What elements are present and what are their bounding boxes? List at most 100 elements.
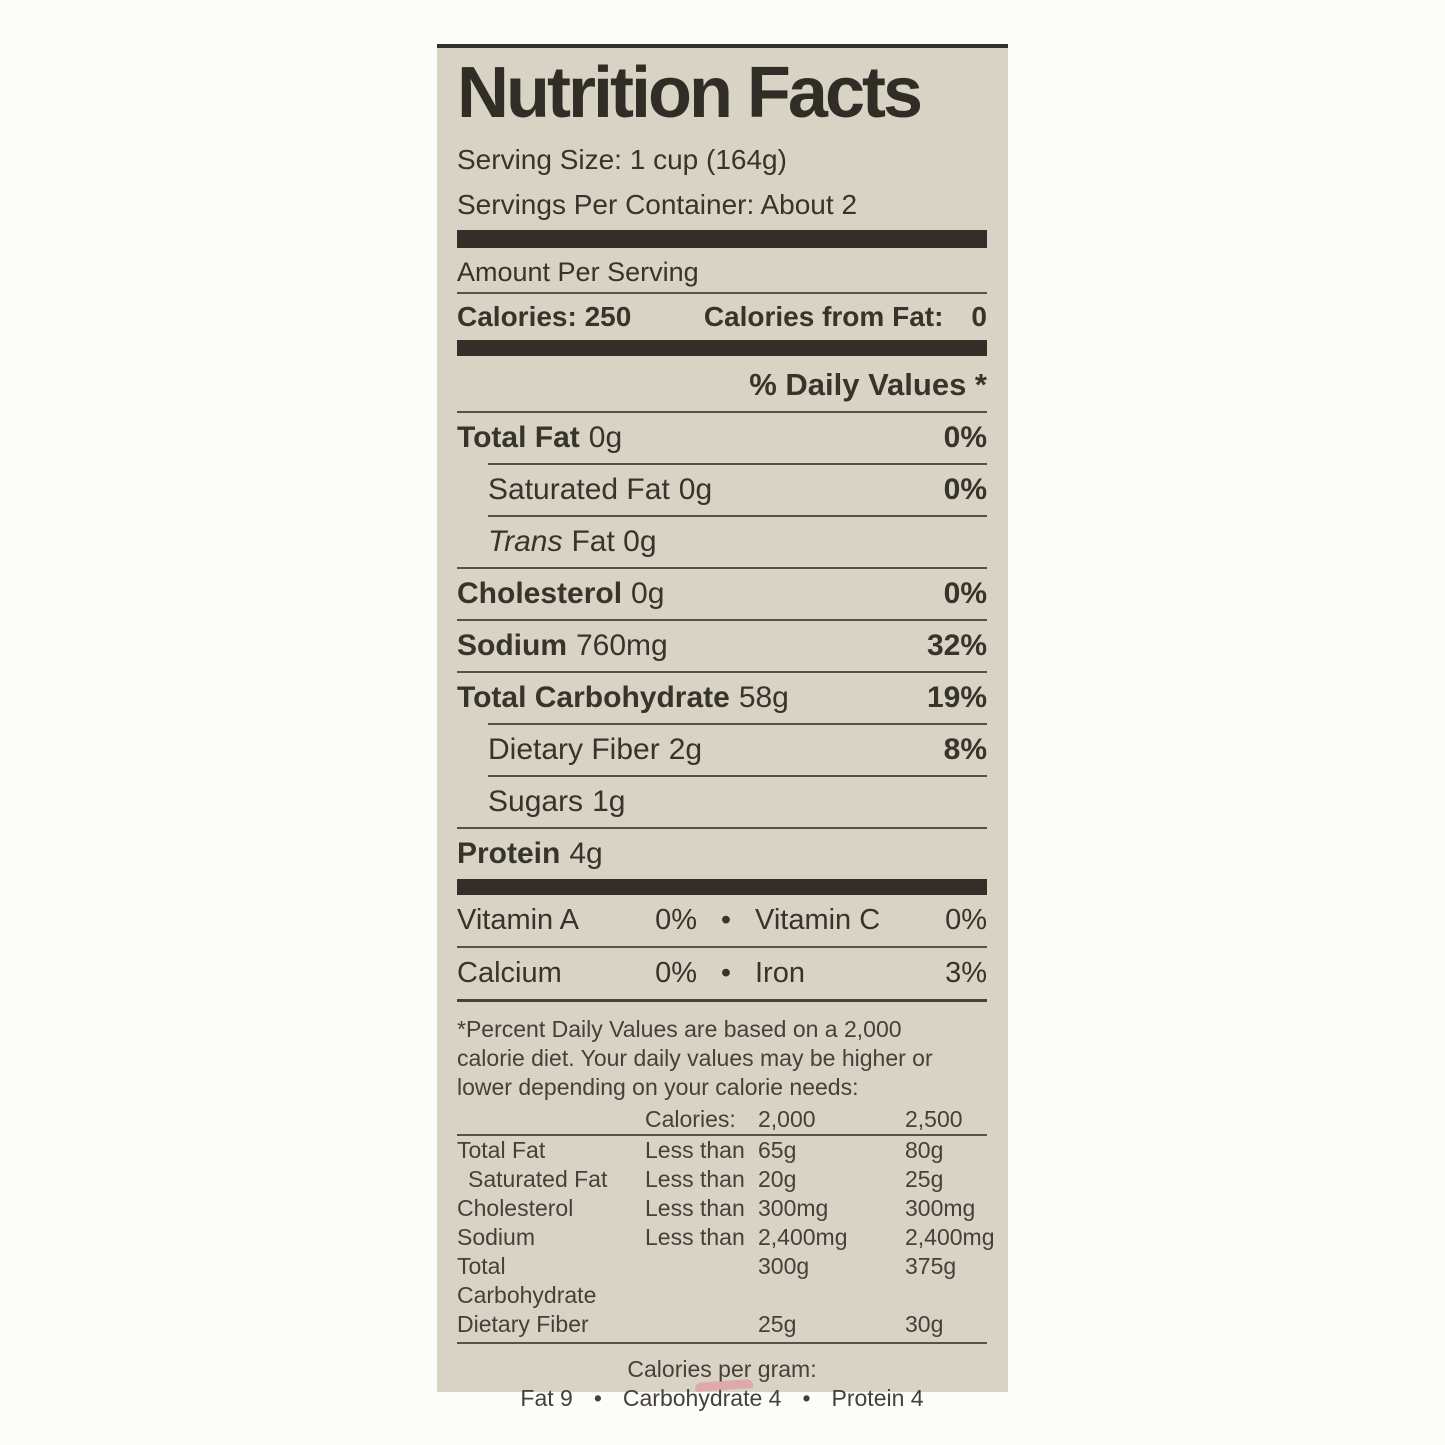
dv-row-value-2500: 80g [905, 1137, 944, 1163]
nutrient-name: Saturated Fat [488, 473, 670, 506]
dv-table-row-sodium: Sodium Less than 2,400mg 2,400mg [457, 1223, 995, 1252]
nutrient-row-sugars: Sugars 1g [488, 775, 987, 827]
calories-from-fat: Calories from Fat: 0 [704, 303, 987, 331]
footnote-line: *Percent Daily Values are based on a 2,0… [457, 1016, 902, 1042]
nutrient-amount: 4g [569, 837, 603, 870]
calories-from-fat-value: 0 [971, 301, 987, 332]
dv-table-header: Calories: 2,000 2,500 [457, 1105, 987, 1136]
dv-table-row-dietary-fiber: Dietary Fiber 25g 30g [457, 1310, 987, 1339]
calories-text: Calories: [457, 301, 577, 332]
dv-table-header-calories: Calories: [645, 1106, 736, 1132]
nutrient-name: Sodium [457, 629, 567, 662]
nutrient-amount: Fat 0g [571, 525, 657, 558]
dv-row-qualifier [645, 1310, 758, 1339]
dv-row-name: Total Carbohydrate [457, 1253, 597, 1308]
dv-row-value-2500: 25g [905, 1166, 944, 1192]
calories-per-gram-values: Fat 9 • Carbohydrate 4 • Protein 4 [457, 1384, 987, 1413]
serving-size: Serving Size: 1 cup (164g) [457, 144, 787, 175]
nutrient-name: Trans [488, 525, 563, 558]
nutrient-row-total-fat: Total Fat 0g 0% [457, 413, 987, 463]
footnote-line: calorie diet. Your daily values may be h… [457, 1045, 933, 1071]
dv-row-value-2000: 300mg [758, 1195, 829, 1221]
nutrient-amount: 58g [738, 681, 789, 714]
bullet-separator: • [720, 904, 732, 936]
dv-row-value-2000: 2,400mg [758, 1224, 848, 1250]
nutrient-dv: 32% [926, 629, 987, 662]
nutrient-amount: 760mg [576, 629, 668, 662]
vitamin-row-a-c: Vitamin A 0% • Vitamin C 0% [457, 895, 987, 948]
nutrient-row-trans-fat: Trans Fat 0g [488, 515, 987, 567]
vitamin-row-calcium-iron: Calcium 0% • Iron 3% [457, 948, 987, 1002]
dv-table-row-cholesterol: Cholesterol Less than 300mg 300mg [457, 1194, 987, 1223]
nutrient-row-saturated-fat: Saturated Fat 0g 0% [488, 463, 987, 515]
vitamin-name: Vitamin A [457, 904, 579, 936]
nutrient-name-amount: Trans Fat 0g [488, 527, 657, 557]
dv-table-header-blank [457, 1105, 645, 1134]
nutrient-name: Total Fat [457, 421, 580, 454]
nutrient-name: Total Carbohydrate [457, 681, 730, 714]
vitamin-value: 0% [655, 957, 697, 989]
calories-row: Calories: 250 Calories from Fat: 0 [457, 303, 987, 331]
cpg-protein: Protein 4 [831, 1385, 924, 1411]
thick-divider [457, 340, 987, 356]
nutrient-name-amount: Dietary Fiber 2g [488, 735, 702, 765]
nutrient-row-dietary-fiber: Dietary Fiber 2g 8% [488, 723, 987, 775]
nutrient-dv: 0% [943, 421, 987, 454]
nutrient-amount: 2g [668, 733, 703, 766]
vitamin-value: 0% [945, 904, 987, 936]
dv-row-name: Saturated Fat [468, 1166, 608, 1192]
dv-row-name: Total Fat [457, 1137, 546, 1163]
calories-per-gram: Calories per gram: Fat 9 • Carbohydrate 4 •… [457, 1355, 987, 1413]
dv-row-name: Sodium [457, 1224, 535, 1250]
vitamin-name: Calcium [457, 957, 562, 989]
nutrient-dv: 8% [943, 733, 987, 766]
nutrition-facts-label: Nutrition Facts Serving Size: 1 cup (164… [437, 44, 1008, 1411]
dv-row-name: Cholesterol [457, 1195, 574, 1221]
dv-row-value-2000: 65g [758, 1137, 797, 1163]
dv-row-name: Dietary Fiber [457, 1311, 589, 1337]
nutrient-row-protein: Protein 4g [457, 827, 987, 879]
daily-values-header: % Daily Values * [457, 356, 987, 413]
nutrient-row-sodium: Sodium 760mg 32% [457, 619, 987, 671]
nutrient-amount: 1g [592, 785, 626, 818]
dv-row-value-2500: 30g [905, 1311, 944, 1337]
calories-value: 250 [584, 301, 632, 332]
nutrient-name: Cholesterol [457, 577, 623, 610]
amount-per-serving: Amount Per Serving [457, 259, 987, 294]
nutrient-dv: 0% [943, 473, 987, 506]
nutrient-dv: 0% [943, 577, 987, 610]
dv-table-row-total-carbohydrate: Total Carbohydrate 300g 375g [457, 1252, 987, 1310]
daily-values-table: Calories: 2,000 2,500 Total Fat Less tha… [457, 1105, 995, 1344]
label-title: Nutrition Facts [457, 53, 923, 133]
dv-row-qualifier: Less than [645, 1224, 745, 1250]
dv-table-header-2000: 2,000 [758, 1106, 816, 1132]
vitamin-name: Iron [755, 957, 805, 989]
calories-from-fat-label: Calories from Fat: [703, 301, 944, 332]
thick-divider [457, 879, 987, 895]
dv-table-row-saturated-fat: Saturated Fat Less than 20g 25g [457, 1165, 987, 1194]
vitamin-value: 0% [655, 904, 697, 936]
calories-per-gram-title: Calories per gram: [627, 1356, 817, 1382]
nutrient-name-amount: Protein 4g [457, 839, 603, 869]
dv-row-qualifier: Less than [645, 1137, 745, 1163]
calories-label: Calories: 250 [457, 303, 631, 331]
nutrient-name-amount: Sugars 1g [488, 787, 625, 817]
nutrient-amount: 0g [631, 577, 665, 610]
dv-row-value-2000: 20g [758, 1166, 797, 1192]
nutrient-name: Sugars [488, 785, 584, 818]
nutrient-name-amount: Cholesterol 0g [457, 579, 664, 609]
footnote-line: lower depending on your calorie needs: [457, 1074, 859, 1100]
nutrient-name-amount: Total Carbohydrate 58g [457, 683, 789, 713]
servings-per-container: Servings Per Container: About 2 [457, 189, 858, 220]
dv-row-value-2000: 25g [758, 1311, 797, 1337]
vitamin-value: 3% [945, 957, 987, 989]
daily-values-footnote: *Percent Daily Values are based on a 2,0… [457, 1002, 987, 1102]
bullet-separator: • [720, 957, 732, 989]
nutrient-name-amount: Sodium 760mg [457, 631, 668, 661]
nutrient-row-cholesterol: Cholesterol 0g 0% [457, 567, 987, 619]
cpg-fat: Fat 9 [520, 1385, 573, 1411]
nutrient-dv: 19% [926, 681, 987, 714]
bullet-separator: • [802, 1385, 811, 1411]
dv-table-row-total-fat: Total Fat Less than 65g 80g [457, 1136, 987, 1165]
